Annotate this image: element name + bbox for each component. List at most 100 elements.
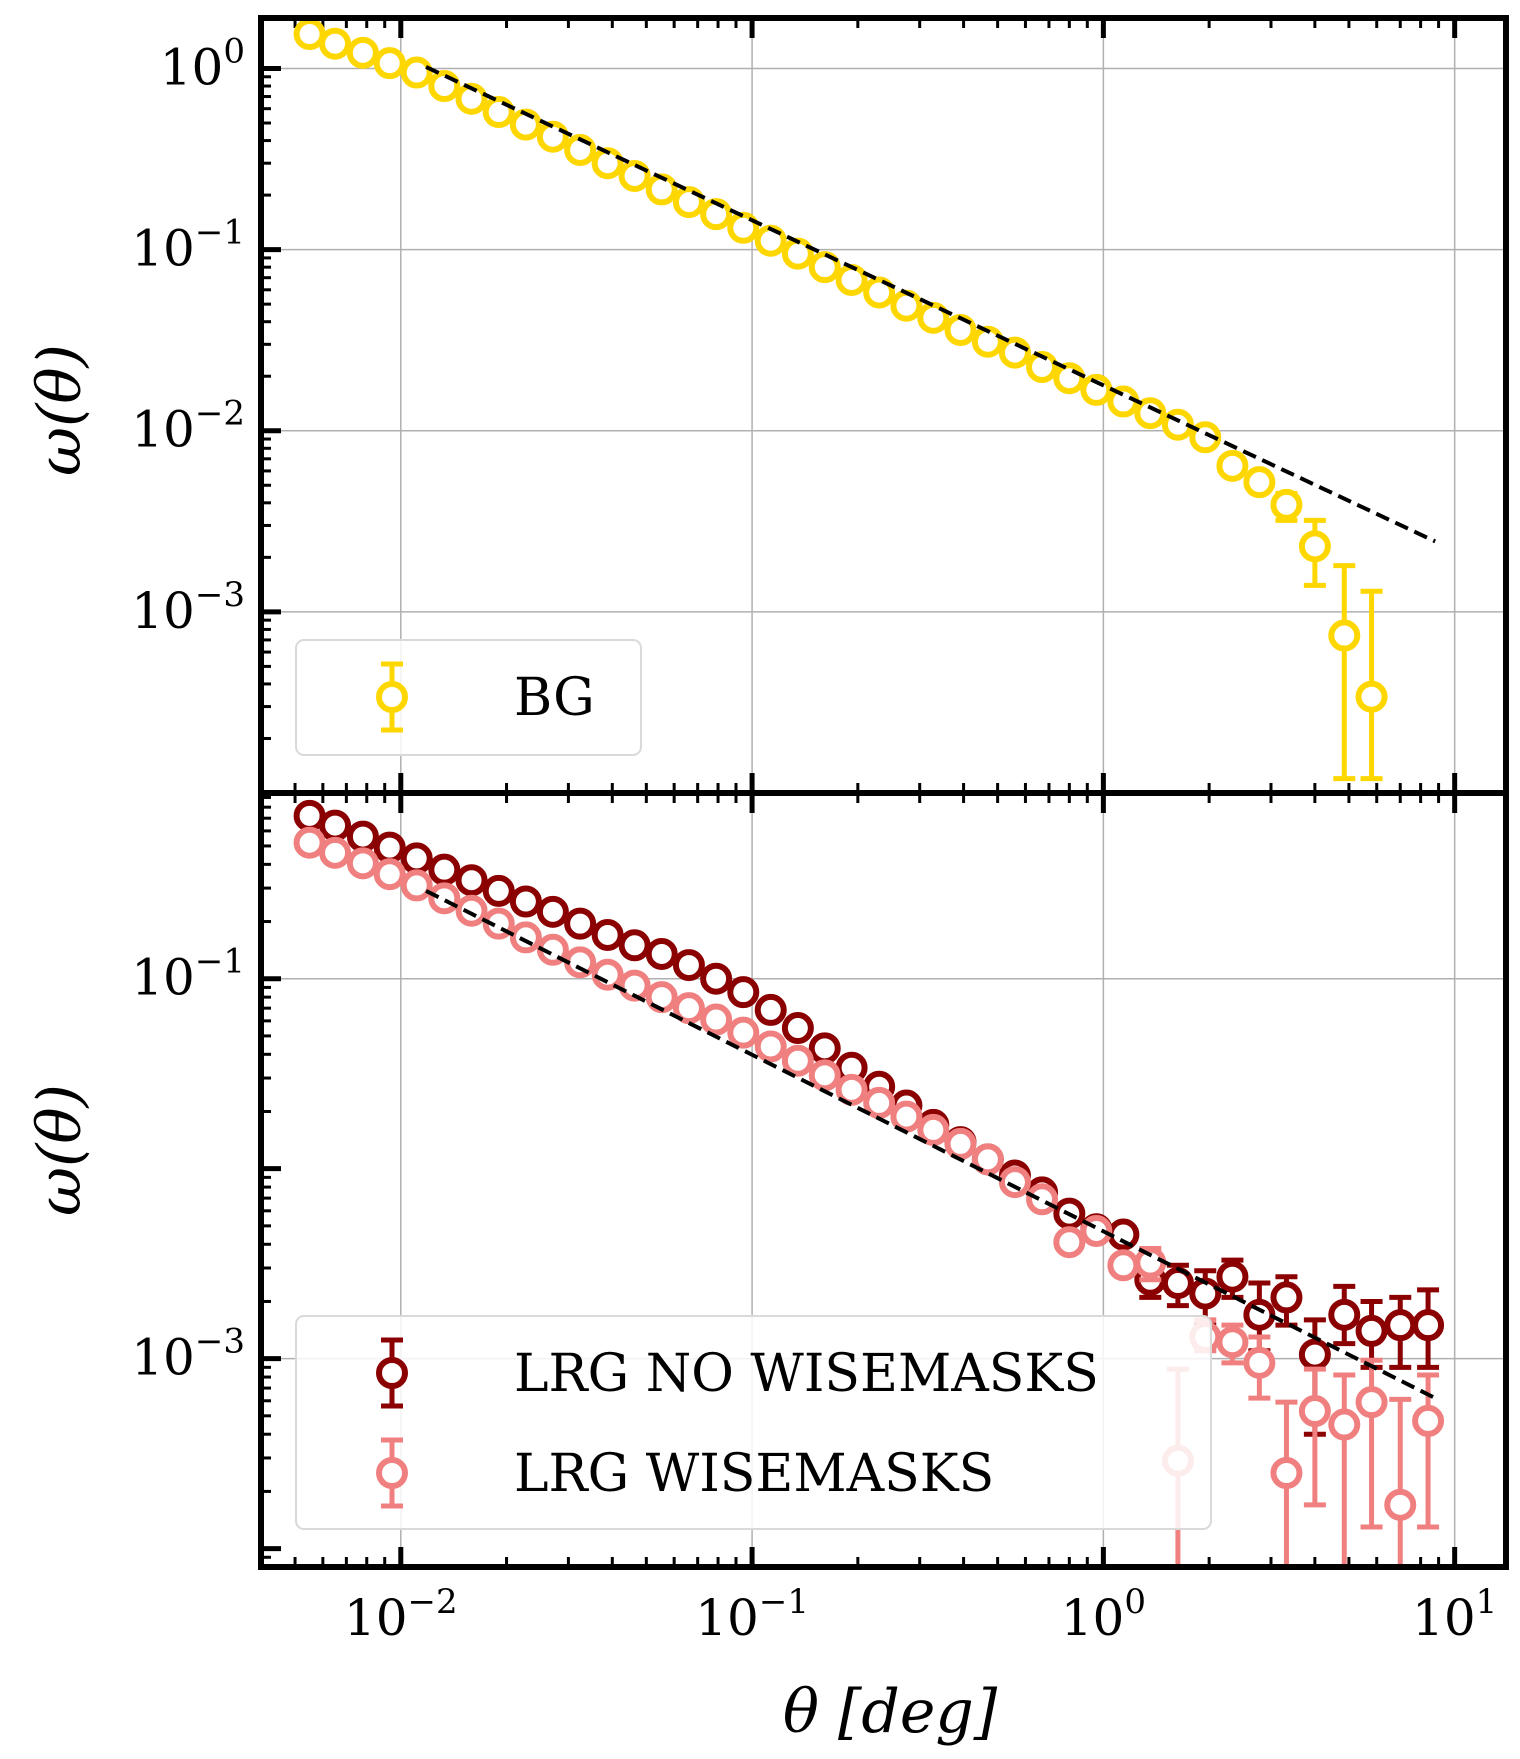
legend: BG	[295, 639, 642, 756]
data-point	[509, 885, 542, 918]
data-point	[482, 96, 515, 129]
data-point	[509, 921, 542, 954]
bottom-panel: 10−1 10−3 LRG NO WISEMASKS LRG WISEMASKS	[131, 790, 1509, 1570]
legend-box	[295, 1315, 1212, 1530]
data-point	[808, 1059, 841, 1092]
data-point	[1328, 619, 1361, 652]
legend-label: LRG NO WISEMASKS	[514, 1344, 1099, 1404]
data-point	[428, 882, 461, 915]
x-tick-label: 10−1	[695, 1582, 809, 1647]
y-tick-label: 100	[160, 31, 245, 96]
plot-area	[293, 799, 1445, 1567]
data-point	[400, 842, 433, 875]
data-point	[1328, 1408, 1361, 1441]
data-point	[428, 853, 461, 886]
data-point	[373, 47, 406, 80]
data-point	[319, 836, 352, 869]
data-point	[835, 263, 868, 296]
data-point	[672, 992, 705, 1025]
y-tick-label: 10−2	[131, 394, 245, 459]
x-axis-title: θ [deg]	[783, 1677, 998, 1747]
legend-marker	[376, 1457, 408, 1489]
data-point	[917, 1113, 950, 1146]
data-point	[346, 847, 379, 880]
data-point	[1412, 1404, 1445, 1437]
data-point	[1328, 1298, 1361, 1331]
data-point	[591, 958, 624, 991]
data-point	[781, 1012, 814, 1045]
data-point	[293, 18, 326, 51]
x-axis: 10−2 10−1 100 101	[344, 1582, 1497, 1647]
data-point	[727, 1016, 760, 1049]
data-point	[971, 1143, 1004, 1176]
data-point	[1134, 397, 1167, 430]
data-point	[944, 1127, 977, 1160]
grid	[261, 18, 1506, 793]
data-point	[1270, 1281, 1303, 1314]
data-point	[373, 831, 406, 864]
data-point	[863, 1086, 896, 1119]
legend-label: BG	[514, 668, 595, 728]
data-point	[1216, 1326, 1249, 1359]
ticks	[259, 793, 1458, 1569]
fit-line	[425, 65, 1437, 544]
data-point	[808, 251, 841, 284]
data-point	[618, 929, 651, 962]
data-point	[917, 301, 950, 334]
y-tick-label: 10−3	[131, 1322, 245, 1387]
data-point	[1298, 1338, 1331, 1371]
x-tick-label: 10−2	[344, 1582, 458, 1647]
data-point	[1216, 449, 1249, 482]
data-point	[727, 976, 760, 1009]
data-point	[1298, 1395, 1331, 1428]
y-tick-label: 10−1	[131, 213, 245, 278]
legend-marker	[376, 681, 408, 713]
data-point	[536, 120, 569, 153]
data-point	[319, 27, 352, 60]
data-point	[346, 820, 379, 853]
data-point	[564, 907, 597, 940]
data-point	[1053, 362, 1086, 395]
y-axis-title-top: ω(θ)	[25, 344, 95, 476]
data-point	[1384, 1488, 1417, 1521]
data-point	[293, 799, 326, 832]
data-point	[998, 1166, 1031, 1199]
data-point	[373, 858, 406, 891]
data-point	[1355, 680, 1388, 713]
data-point	[1216, 1260, 1249, 1293]
data-point	[1026, 1183, 1059, 1216]
legend: LRG NO WISEMASKS LRG WISEMASKS	[295, 1315, 1212, 1530]
legend-box	[295, 639, 642, 756]
data-point	[455, 82, 488, 115]
data-point	[890, 289, 923, 322]
data-point	[1270, 488, 1303, 521]
legend-label: LRG WISEMASKS	[514, 1444, 994, 1504]
data-point	[1355, 1314, 1388, 1347]
data-point	[863, 276, 896, 309]
data-point	[1243, 1346, 1276, 1379]
axes-frame	[258, 790, 1509, 1570]
x-tick-label: 101	[1412, 1582, 1497, 1647]
y-axis-title-bottom: ω(θ)	[25, 1084, 95, 1216]
data-point	[998, 336, 1031, 369]
data-point	[455, 894, 488, 927]
data-point	[781, 1044, 814, 1077]
data-point	[808, 1032, 841, 1065]
top-panel: 100 10−1 10−2 10−3 BG	[131, 15, 1509, 796]
data-point	[890, 1100, 923, 1133]
data-point	[754, 1030, 787, 1063]
y-tick-label: 10−1	[131, 942, 245, 1007]
data-point	[455, 864, 488, 897]
data-point	[1412, 1309, 1445, 1342]
data-point	[1107, 1249, 1140, 1282]
data-point	[672, 949, 705, 982]
data-point	[400, 869, 433, 902]
data-point	[618, 969, 651, 1002]
legend-marker	[376, 1357, 408, 1389]
y-tick-label: 10−3	[131, 575, 245, 640]
data-point	[1384, 1309, 1417, 1342]
data-point	[1026, 350, 1059, 383]
data-point	[428, 70, 461, 103]
data-point	[971, 325, 1004, 358]
